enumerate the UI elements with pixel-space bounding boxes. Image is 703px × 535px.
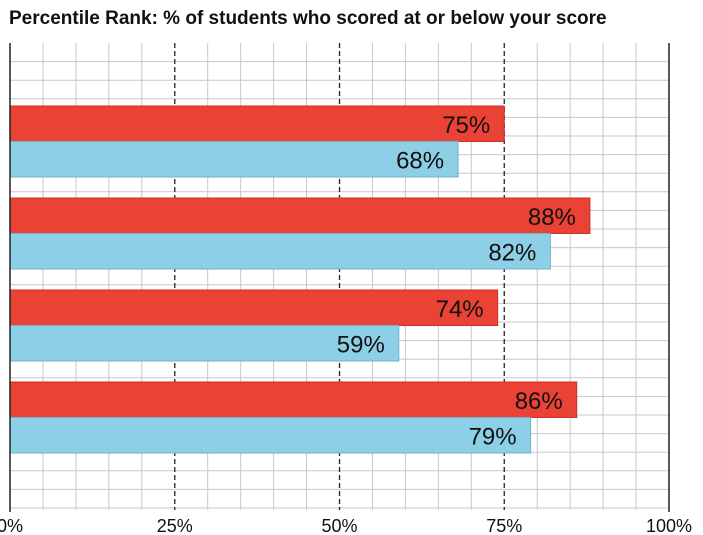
data-label: 79% <box>469 423 517 450</box>
bar-red <box>9 381 578 418</box>
data-label: 74% <box>436 296 484 323</box>
bar-blue <box>9 325 400 362</box>
x-tick-label: 0% <box>0 516 23 535</box>
data-label: 68% <box>396 147 444 174</box>
x-tick-label: 100% <box>646 516 692 535</box>
data-label: 88% <box>528 204 576 231</box>
x-tick-label: 75% <box>486 516 522 535</box>
data-label: 75% <box>442 112 490 139</box>
bar-red <box>9 197 591 234</box>
data-label: 59% <box>337 331 385 358</box>
data-label: 86% <box>515 388 563 415</box>
bars-layer: 75% 88% 74% 86% 68% 82% 59% 79% <box>9 105 591 454</box>
bar-blue <box>9 417 532 454</box>
bar-red <box>9 105 505 142</box>
x-tick-label: 50% <box>321 516 357 535</box>
bar-blue <box>9 141 459 178</box>
bar-red <box>9 289 499 326</box>
data-label: 82% <box>488 239 536 266</box>
x-tick-label: 25% <box>157 516 193 535</box>
bar-blue <box>9 233 551 270</box>
axis-layer: 0% 25% 50% 75% 100% <box>0 43 692 535</box>
chart-title: Percentile Rank: % of students who score… <box>9 8 607 29</box>
